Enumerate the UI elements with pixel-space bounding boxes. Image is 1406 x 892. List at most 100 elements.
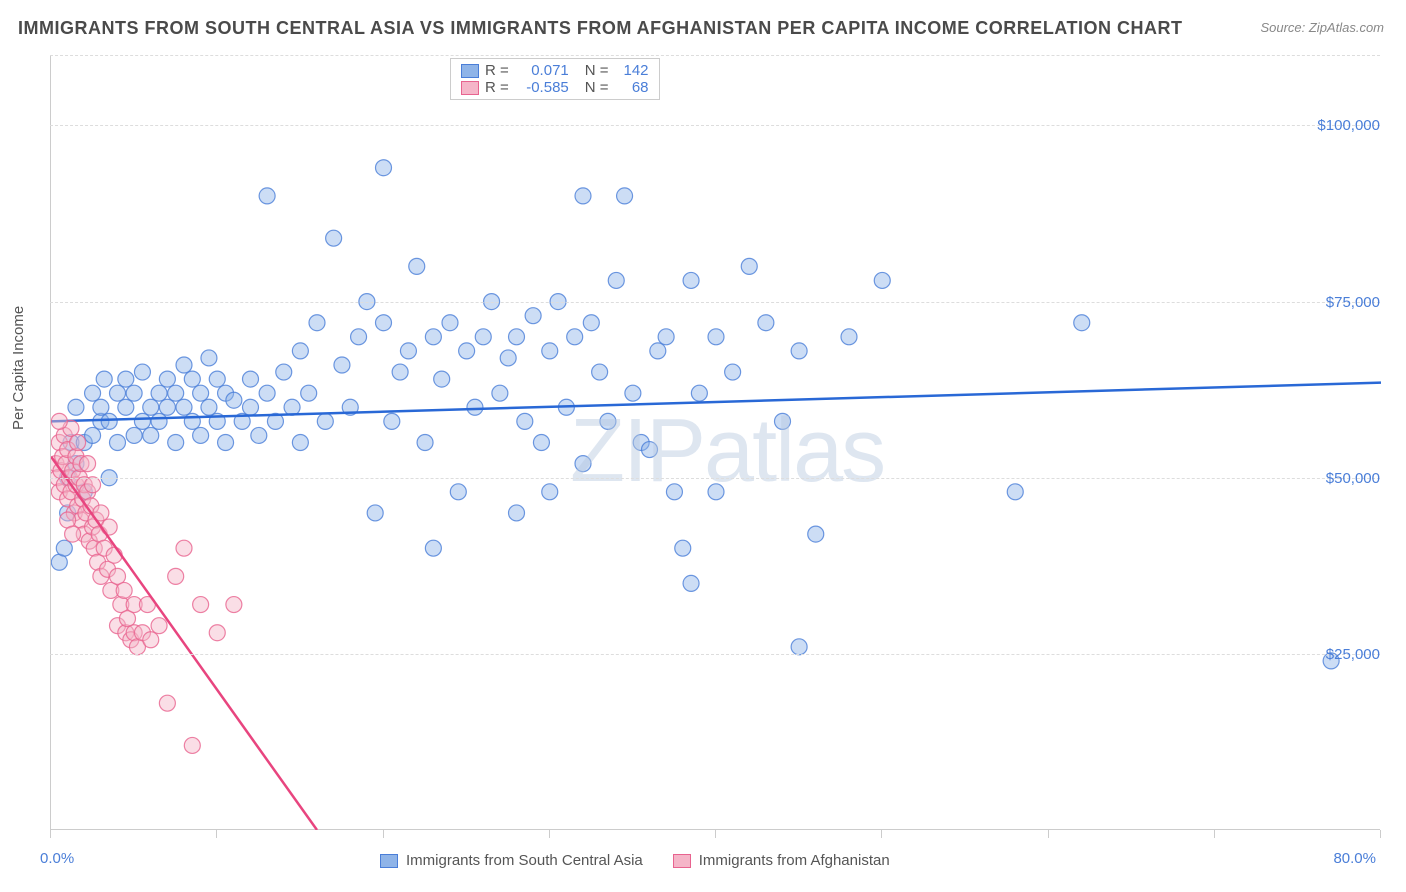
scatter-point: [351, 329, 367, 345]
scatter-point: [301, 385, 317, 401]
scatter-point: [151, 618, 167, 634]
scatter-point: [243, 371, 259, 387]
scatter-point: [442, 315, 458, 331]
scatter-point: [116, 582, 132, 598]
series-legend-label: Immigrants from South Central Asia: [406, 852, 643, 869]
legend-n-value: 142: [615, 62, 649, 79]
scatter-point: [567, 329, 583, 345]
scatter-point: [309, 315, 325, 331]
scatter-point: [292, 343, 308, 359]
scatter-point: [85, 385, 101, 401]
scatter-point: [68, 399, 84, 415]
scatter-point: [184, 737, 200, 753]
scatter-point: [376, 315, 392, 331]
scatter-point: [201, 399, 217, 415]
series-legend: Immigrants from South Central Asia Immigr…: [380, 852, 890, 869]
legend-n-label: N =: [585, 62, 609, 79]
scatter-point: [159, 399, 175, 415]
scatter-point: [791, 639, 807, 655]
correlation-legend: R = 0.071 N = 142 R = -0.585 N = 68: [450, 58, 660, 100]
scatter-point: [575, 188, 591, 204]
series-legend-item: Immigrants from South Central Asia: [380, 852, 643, 869]
series-legend-label: Immigrants from Afghanistan: [699, 852, 890, 869]
y-axis-label: Per Capita Income: [10, 306, 27, 430]
scatter-point: [808, 526, 824, 542]
scatter-point: [625, 385, 641, 401]
scatter-point: [259, 188, 275, 204]
scatter-point: [525, 308, 541, 324]
xtick: [715, 830, 716, 838]
scatter-point: [209, 371, 225, 387]
scatter-point: [110, 435, 126, 451]
xtick: [881, 830, 882, 838]
scatter-point: [592, 364, 608, 380]
chart-svg: [51, 55, 1381, 830]
xtick-label: 80.0%: [1333, 850, 1376, 867]
scatter-point: [118, 399, 134, 415]
scatter-point: [384, 413, 400, 429]
scatter-point: [159, 371, 175, 387]
scatter-point: [284, 399, 300, 415]
scatter-point: [741, 258, 757, 274]
scatter-point: [126, 427, 142, 443]
scatter-point: [243, 399, 259, 415]
scatter-point: [118, 371, 134, 387]
scatter-point: [376, 160, 392, 176]
legend-swatch: [673, 854, 691, 868]
scatter-point: [409, 258, 425, 274]
scatter-point: [134, 413, 150, 429]
scatter-point: [542, 484, 558, 500]
scatter-point: [201, 350, 217, 366]
scatter-point: [425, 540, 441, 556]
scatter-point: [126, 385, 142, 401]
scatter-point: [93, 399, 109, 415]
scatter-point: [134, 364, 150, 380]
scatter-point: [151, 385, 167, 401]
scatter-point: [168, 385, 184, 401]
scatter-point: [874, 272, 890, 288]
scatter-point: [176, 399, 192, 415]
scatter-point: [143, 427, 159, 443]
scatter-point: [425, 329, 441, 345]
scatter-point: [101, 519, 117, 535]
chart-title: IMMIGRANTS FROM SOUTH CENTRAL ASIA VS IM…: [18, 18, 1182, 39]
xtick: [549, 830, 550, 838]
scatter-point: [509, 505, 525, 521]
scatter-point: [251, 427, 267, 443]
scatter-point: [492, 385, 508, 401]
plot-area: [50, 55, 1380, 830]
scatter-point: [317, 413, 333, 429]
gridline-h: [50, 654, 1380, 655]
scatter-point: [96, 371, 112, 387]
scatter-point: [159, 695, 175, 711]
scatter-point: [617, 188, 633, 204]
legend-n-value: 68: [615, 79, 649, 96]
scatter-point: [517, 413, 533, 429]
scatter-point: [193, 427, 209, 443]
scatter-point: [226, 597, 242, 613]
legend-swatch: [461, 64, 479, 78]
scatter-point: [708, 329, 724, 345]
scatter-point: [533, 435, 549, 451]
scatter-point: [683, 575, 699, 591]
scatter-point: [184, 371, 200, 387]
scatter-point: [85, 427, 101, 443]
scatter-point: [600, 413, 616, 429]
ytick-label: $25,000: [1326, 646, 1380, 663]
legend-r-label: R =: [485, 79, 509, 96]
scatter-point: [417, 435, 433, 451]
scatter-point: [459, 343, 475, 359]
scatter-point: [392, 364, 408, 380]
legend-r-value: -0.585: [515, 79, 569, 96]
xtick-label: 0.0%: [40, 850, 74, 867]
scatter-point: [70, 435, 86, 451]
xtick: [1380, 830, 1381, 838]
scatter-point: [110, 385, 126, 401]
gridline-h: [50, 55, 1380, 56]
scatter-point: [791, 343, 807, 359]
scatter-point: [334, 357, 350, 373]
scatter-point: [367, 505, 383, 521]
scatter-point: [841, 329, 857, 345]
scatter-point: [56, 540, 72, 556]
legend-n-label: N =: [585, 79, 609, 96]
